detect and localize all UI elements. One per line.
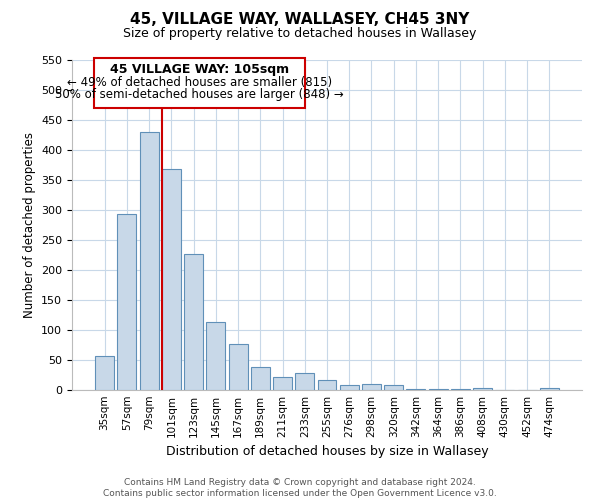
Bar — [140, 132, 158, 390]
Text: ← 49% of detached houses are smaller (815): ← 49% of detached houses are smaller (81… — [67, 76, 332, 88]
FancyBboxPatch shape — [94, 58, 305, 108]
Bar — [118, 214, 136, 390]
Bar — [273, 377, 292, 390]
X-axis label: Distribution of detached houses by size in Wallasey: Distribution of detached houses by size … — [166, 446, 488, 458]
Bar — [384, 384, 403, 390]
Text: 50% of semi-detached houses are larger (848) →: 50% of semi-detached houses are larger (… — [55, 88, 344, 101]
Bar — [540, 388, 559, 390]
Bar — [162, 169, 181, 390]
Bar — [340, 384, 359, 390]
Bar — [206, 322, 225, 390]
Bar — [95, 356, 114, 390]
Bar — [229, 344, 248, 390]
Bar — [473, 388, 492, 390]
Text: 45, VILLAGE WAY, WALLASEY, CH45 3NY: 45, VILLAGE WAY, WALLASEY, CH45 3NY — [130, 12, 470, 28]
Bar — [251, 367, 270, 390]
Bar — [295, 372, 314, 390]
Text: Contains HM Land Registry data © Crown copyright and database right 2024.
Contai: Contains HM Land Registry data © Crown c… — [103, 478, 497, 498]
Bar — [362, 384, 381, 390]
Bar — [317, 380, 337, 390]
Text: 45 VILLAGE WAY: 105sqm: 45 VILLAGE WAY: 105sqm — [110, 62, 289, 76]
Y-axis label: Number of detached properties: Number of detached properties — [23, 132, 35, 318]
Text: Size of property relative to detached houses in Wallasey: Size of property relative to detached ho… — [124, 28, 476, 40]
Bar — [184, 254, 203, 390]
